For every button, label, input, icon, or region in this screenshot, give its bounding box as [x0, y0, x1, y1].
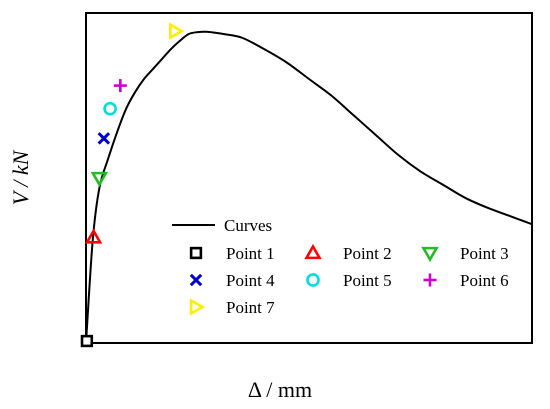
x-axis-label: Δ / mm — [248, 377, 312, 402]
legend-label-curves: Curves — [224, 216, 272, 235]
legend-marker-7 — [189, 298, 206, 316]
plot-frame — [85, 12, 533, 344]
data-point-4 — [97, 132, 111, 145]
data-point-5 — [103, 101, 117, 116]
legend-marker-4 — [189, 273, 203, 287]
legend-label-point-1: Point 1 — [226, 244, 275, 263]
plot-area — [80, 12, 533, 348]
data-point-3 — [90, 171, 109, 188]
legend-label-point-6: Point 6 — [460, 271, 509, 290]
legend-marker-1 — [189, 246, 203, 260]
legend-marker-6 — [423, 273, 437, 287]
legend-marker-2 — [304, 243, 322, 260]
legend: Curves Point 1 Point 2 Point 3 Point 4 Point … — [172, 216, 509, 317]
data-point-2 — [84, 228, 103, 244]
legend-marker-5 — [306, 273, 320, 287]
legend-label-point-3: Point 3 — [460, 244, 509, 263]
legend-marker-3 — [421, 246, 439, 263]
data-point-1 — [80, 334, 94, 348]
series-line-1 — [86, 30, 532, 343]
legend-label-point-2: Point 2 — [343, 244, 392, 263]
data-point-6 — [113, 79, 127, 93]
legend-label-point-5: Point 5 — [343, 271, 392, 290]
legend-label-point-4: Point 4 — [226, 271, 275, 290]
legend-label-point-7: Point 7 — [226, 298, 275, 317]
data-point-7 — [169, 22, 185, 40]
y-axis-label: V / kN — [8, 149, 33, 205]
